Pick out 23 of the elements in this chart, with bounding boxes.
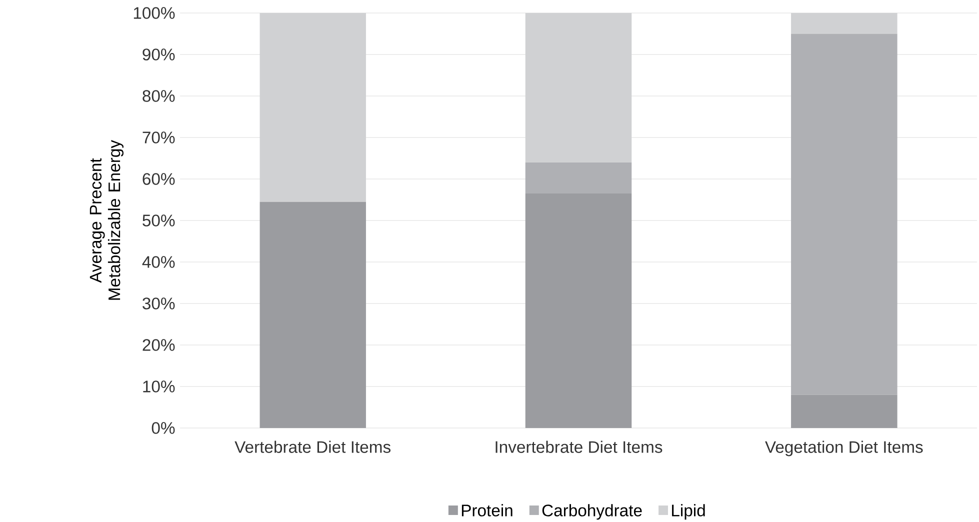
legend-label: Carbohydrate — [542, 504, 642, 520]
y-tick-label: 10% — [143, 380, 175, 392]
y-tick-label: 30% — [142, 298, 175, 310]
bar — [525, 162, 632, 194]
y-axis-title: Average Precent Metabolizable Energy — [90, 140, 124, 300]
bar — [791, 394, 898, 428]
bar — [525, 194, 632, 428]
y-tick-label: 50% — [142, 214, 175, 226]
x-tick-label: Vertebrate Diet Items — [234, 440, 390, 453]
y-tick-label: 20% — [142, 339, 175, 351]
y-tick-label: 70% — [142, 132, 175, 144]
y-tick-label: 0% — [152, 422, 175, 434]
y-tick-label: 100% — [134, 7, 175, 19]
y-tick-label: 40% — [142, 256, 175, 268]
legend-label: Lipid — [672, 504, 705, 520]
y-tick-label: 80% — [142, 90, 175, 102]
x-tick-label: Invertebrate Diet Items — [496, 440, 662, 453]
y-tick-label: 90% — [142, 48, 175, 60]
y-tick-label: 60% — [142, 173, 175, 185]
bar — [260, 202, 366, 428]
x-tick-label: Vegetation Diet Items — [765, 440, 923, 456]
bar — [791, 34, 898, 395]
legend-label: Protein — [462, 504, 512, 516]
